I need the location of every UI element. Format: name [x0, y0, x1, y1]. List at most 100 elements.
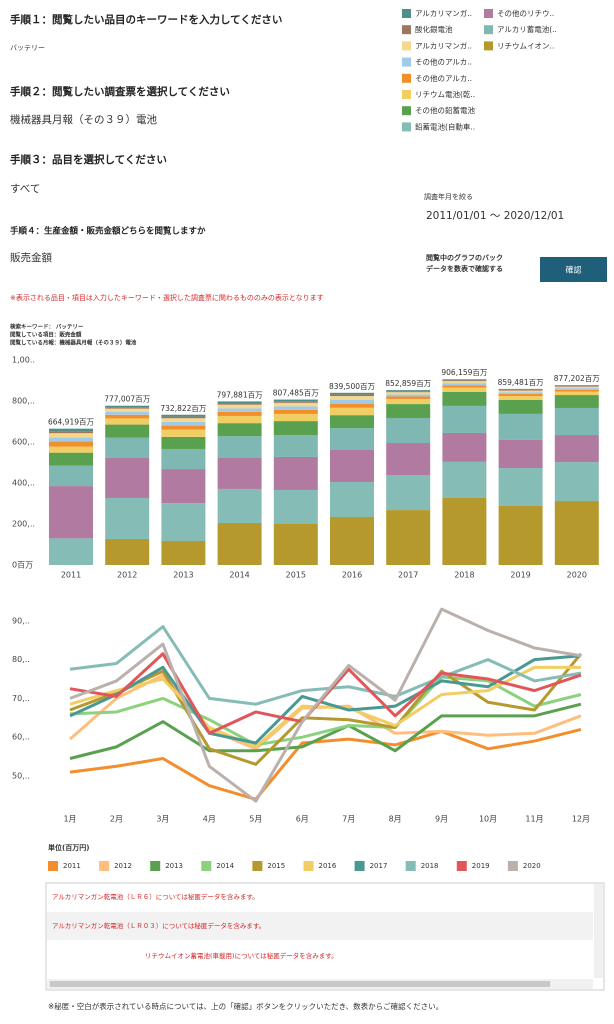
info: 閲覧している項目：販売金額	[10, 331, 82, 339]
step-value[interactable]: 販売金額	[10, 251, 52, 264]
scroll-thumb[interactable]	[50, 981, 550, 987]
legend-swatch	[201, 861, 212, 871]
bar-segment	[498, 394, 543, 397]
x-tick-label: 5月	[249, 815, 262, 824]
bar-segment	[273, 435, 318, 457]
date-filter-range[interactable]: 2011/01/01 〜 2020/12/01	[426, 210, 564, 222]
bar-segment	[330, 481, 374, 518]
confirm-button-label[interactable]: 確認	[566, 265, 582, 275]
bar-segment	[49, 441, 93, 447]
bar-segment	[498, 399, 543, 414]
x-tick-label: 7月	[342, 815, 355, 824]
table-cell: リチウムイオン蓄電池(車載用)については秘匿データを含みます。	[145, 951, 338, 960]
legend-label: 2019	[472, 862, 490, 870]
x-tick-label: 4月	[203, 815, 216, 824]
line-series	[69, 625, 582, 706]
y-tick-label: 80,..	[12, 655, 30, 664]
x-tick-label: 2020	[567, 571, 587, 580]
legend-swatch	[402, 25, 411, 35]
legend-label: アルカリマンガ..	[415, 8, 472, 18]
bar-segment	[161, 503, 206, 542]
total-label: 664,919百万	[48, 418, 95, 427]
bar-segment	[554, 391, 599, 396]
legend-label: その他のアルカ..	[415, 57, 472, 67]
bar-segment	[386, 394, 431, 397]
scrollbar[interactable]	[594, 884, 603, 978]
y-tick-label: 70,..	[12, 694, 30, 703]
bar-segment	[554, 386, 599, 389]
bar-segment	[217, 457, 262, 489]
bar-segment	[217, 404, 262, 409]
bar-segment	[217, 403, 262, 405]
confirm-button[interactable]	[540, 257, 607, 282]
y-tick-label: 200,..	[12, 520, 35, 529]
bar-segment	[161, 421, 206, 426]
info: 検索キーワード： バッテリー	[10, 323, 84, 331]
bar-segment	[386, 418, 431, 444]
x-tick-label: 1月	[63, 815, 76, 824]
legend-label: リチウム電池(乾..	[415, 89, 475, 99]
x-tick-label: 2017	[398, 571, 418, 580]
bar-segment	[161, 414, 206, 417]
table-row-bg	[47, 912, 593, 940]
bar-segment	[442, 385, 487, 388]
bar-segment	[554, 435, 599, 463]
bar-segment	[498, 392, 543, 395]
bar-segment	[386, 404, 431, 419]
y-tick-label: 50,..	[12, 771, 30, 780]
bar-segment	[442, 405, 487, 433]
bar-segment	[217, 522, 262, 565]
bar-segment	[330, 517, 374, 565]
legend-label: アルカリマンガ..	[415, 40, 472, 50]
bar-segment	[161, 416, 206, 419]
legend-label: その他の鉛蓄電池	[415, 105, 475, 115]
total-label: 797,881百万	[217, 390, 264, 399]
y-tick-label: 1,00..	[12, 356, 35, 365]
legend-swatch	[484, 25, 493, 35]
table-cell: アルカリマンガン乾電池（ＬＲ０３）については秘匿データを含みます。	[52, 921, 265, 930]
bar-segment	[217, 415, 262, 424]
step-value[interactable]: バッテリー	[10, 44, 45, 52]
bar-segment	[273, 399, 318, 402]
total-label: 807,485百万	[273, 388, 320, 397]
bar-segment	[105, 418, 150, 425]
legend-swatch	[484, 9, 493, 18]
notice: ※表示される品目・項目は入力したキーワード・選択した調査票に関わるもののみの表示…	[10, 293, 324, 302]
info: 閲覧している月報：機械器具月報（その３９）電池	[10, 339, 137, 347]
bar-segment	[386, 398, 431, 405]
bar-segment	[554, 501, 599, 565]
bar-segment	[330, 449, 374, 482]
bar-segment	[217, 408, 262, 412]
bar-segment	[554, 385, 599, 387]
bar-segment	[161, 448, 206, 470]
bar-segment	[49, 446, 93, 453]
bar-segment	[498, 413, 543, 440]
table-cell: アルカリマンガン乾電池（ＬＲ６）については秘匿データを含みます。	[52, 892, 259, 901]
total-label: 859,481百万	[498, 378, 545, 387]
bar-segment	[498, 389, 543, 391]
x-tick-label: 10月	[479, 815, 497, 824]
legend-label: 2013	[165, 862, 183, 870]
y-tick-label: 600,..	[12, 438, 35, 447]
footer: ※秘匿・空白が表示されている時点については、上の「確認」ボタンをクリックいただき…	[48, 1001, 443, 1011]
bar-segment	[498, 388, 543, 390]
bar-segment	[554, 407, 599, 436]
bar-segment	[442, 379, 487, 381]
y-tick-label: 400,..	[12, 479, 35, 488]
bar-segment	[161, 418, 206, 422]
step-title: 手順４：生産金額・販売金額どちらを閲覧しますか	[10, 226, 206, 237]
bar-segment	[498, 396, 543, 400]
bar-segment	[330, 415, 374, 429]
legend-swatch	[402, 106, 411, 116]
bar-segment	[330, 399, 374, 404]
step-value[interactable]: 機械器具月報（その３９）電池	[10, 113, 157, 126]
bar-segment	[217, 401, 262, 404]
legend-title: 単位(百万円)	[48, 843, 89, 852]
step-value[interactable]: すべて	[10, 183, 40, 195]
bar-segment	[161, 541, 206, 565]
legend-swatch	[456, 861, 467, 871]
legend-label: アルカリ蓄電池(..	[497, 24, 557, 34]
line-series	[69, 665, 581, 749]
bar-segment	[273, 421, 318, 436]
total-label: 839,500百万	[329, 382, 376, 391]
